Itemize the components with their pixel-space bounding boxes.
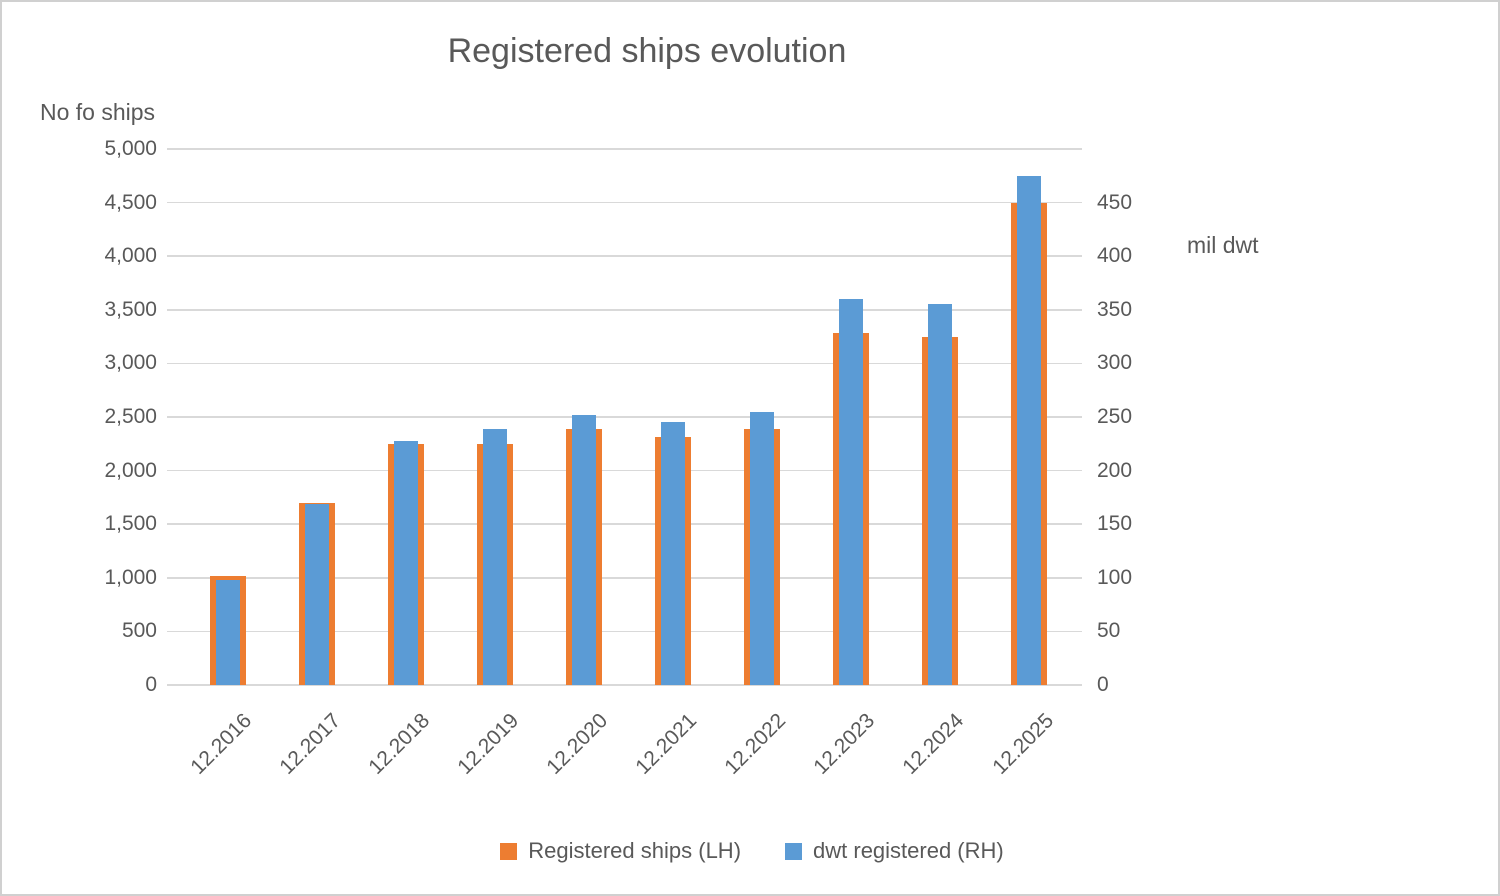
bar-group	[272, 149, 361, 685]
x-axis-label: 12.2025	[987, 709, 1058, 779]
right-axis-tick-label: 50	[1097, 619, 1121, 643]
left-axis-tick-label: 1,500	[104, 512, 157, 536]
left-axis-tick-label: 3,000	[104, 351, 157, 375]
legend-item-dwt-registered: dwt registered (RH)	[785, 838, 1004, 864]
left-axis-tick-label: 1,000	[104, 565, 157, 589]
left-axis-tick-label: 4,500	[104, 190, 157, 214]
legend-swatch-dwt-registered	[785, 842, 803, 860]
bar-dwt-registered	[661, 421, 686, 685]
gridline	[167, 523, 1082, 525]
bar-group	[361, 149, 450, 685]
right-axis-title: mil dwt	[1187, 232, 1259, 258]
gridline	[167, 148, 1082, 150]
left-axis-title: No fo ships	[40, 99, 156, 125]
right-axis-tick-label: 400	[1097, 244, 1133, 268]
left-axis-tick-label: 3,500	[104, 297, 157, 321]
bar-group	[807, 149, 896, 685]
left-axis-tick-label: 5,000	[104, 137, 157, 160]
x-axis-label: 12.2017	[274, 709, 345, 779]
bar-group	[539, 149, 628, 685]
gridline	[167, 416, 1082, 418]
x-axis-labels: 12.2016 12.2017 12.2018 12.2019 12.2020 12.20…	[183, 685, 1074, 805]
bar-group	[183, 149, 272, 685]
bar-dwt-registered	[393, 440, 418, 685]
x-axis-label: 12.2016	[185, 709, 256, 779]
left-axis-tick-label: 4,000	[104, 244, 157, 268]
bars-layer	[183, 149, 1074, 685]
bar-dwt-registered	[571, 414, 596, 685]
bar-group	[629, 149, 718, 685]
bar-group	[718, 149, 807, 685]
x-axis-label: 12.2020	[542, 709, 613, 779]
bar-dwt-registered	[215, 580, 240, 685]
right-axis-tick-label: 250	[1097, 405, 1133, 428]
legend-swatch-registered-ships	[500, 842, 518, 860]
legend-item-registered-ships: Registered ships (LH)	[500, 838, 741, 864]
gridline	[167, 201, 1082, 204]
gridline	[167, 630, 1082, 633]
x-axis-label: 12.2018	[364, 709, 435, 779]
x-axis-label: 12.2023	[809, 709, 880, 779]
bar-dwt-registered	[1017, 176, 1042, 685]
left-axis-tick-label: 2,000	[104, 458, 157, 482]
left-axis-tick-label: 500	[121, 619, 157, 643]
bar-dwt-registered	[482, 428, 507, 685]
right-axis-tick-label: 450	[1097, 190, 1133, 214]
left-axis-tick-label: 0	[145, 673, 157, 696]
bar-dwt-registered	[750, 412, 775, 685]
right-axis-tick-label: 300	[1097, 351, 1133, 375]
gridline	[167, 309, 1082, 311]
gridline	[167, 362, 1082, 365]
x-axis-label: 12.2019	[453, 709, 524, 779]
x-axis-label: 12.2021	[631, 709, 702, 779]
bar-group	[896, 149, 985, 685]
bar-dwt-registered	[839, 299, 864, 685]
gridline	[167, 684, 1082, 686]
gridline	[167, 577, 1082, 579]
bar-group	[985, 149, 1074, 685]
bar-dwt-registered	[928, 303, 953, 685]
right-axis-tick-label: 150	[1097, 512, 1133, 536]
bar-group	[450, 149, 539, 685]
right-axis-tick-label: 200	[1097, 458, 1133, 482]
gridline	[167, 469, 1082, 472]
bar-dwt-registered	[304, 503, 329, 685]
gridline	[167, 255, 1082, 257]
x-axis-label: 12.2024	[898, 709, 969, 779]
plot-area	[167, 148, 1082, 686]
legend: Registered ships (LH) dwt registered (RH…	[2, 838, 1500, 864]
right-axis-tick-label: 350	[1097, 297, 1133, 321]
x-axis-label: 12.2022	[720, 709, 791, 779]
legend-label-dwt-registered: dwt registered (RH)	[813, 838, 1004, 863]
left-axis-tick-label: 2,500	[104, 405, 157, 428]
right-axis-tick-label: 0	[1097, 673, 1109, 696]
chart-title: Registered ships evolution	[447, 32, 847, 70]
right-axis-tick-label: 100	[1097, 565, 1133, 589]
legend-label-registered-ships: Registered ships (LH)	[528, 838, 742, 863]
